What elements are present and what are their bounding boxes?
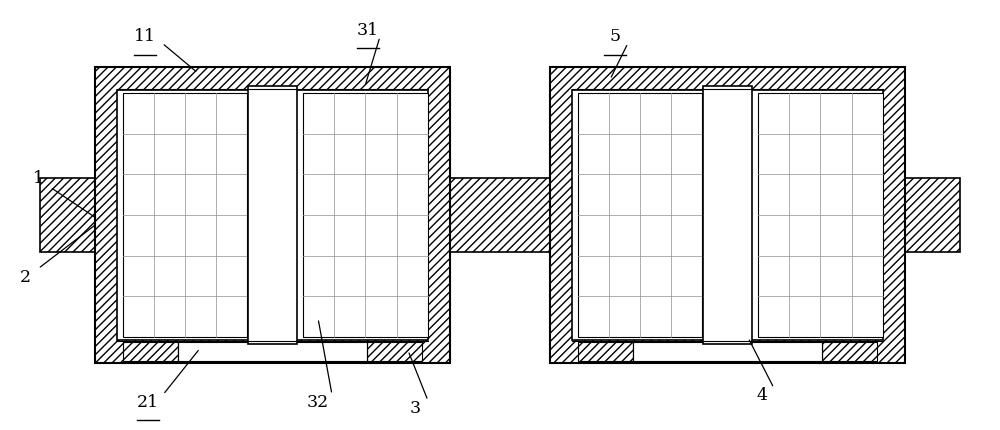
Bar (178, 342, 367, 361)
Bar (248, 86, 297, 344)
Bar (758, 93, 883, 337)
Bar (822, 342, 877, 361)
Bar (303, 93, 428, 337)
Bar (633, 342, 822, 361)
Bar (578, 342, 633, 361)
Bar (123, 93, 247, 337)
Bar (367, 342, 422, 361)
Text: 21: 21 (137, 393, 159, 411)
Text: 32: 32 (307, 393, 329, 411)
Text: 3: 3 (409, 400, 421, 417)
Text: 2: 2 (19, 269, 31, 286)
Text: 11: 11 (134, 28, 156, 45)
Text: 5: 5 (609, 28, 621, 45)
Bar (123, 342, 178, 361)
Bar (40, 178, 960, 252)
Text: 4: 4 (757, 387, 768, 404)
Bar (117, 90, 428, 340)
Bar (95, 67, 450, 363)
Bar (572, 90, 883, 340)
Bar (578, 93, 702, 337)
Text: 1: 1 (32, 170, 44, 187)
Text: 31: 31 (357, 22, 379, 39)
Bar (550, 67, 905, 363)
Bar (703, 86, 752, 344)
